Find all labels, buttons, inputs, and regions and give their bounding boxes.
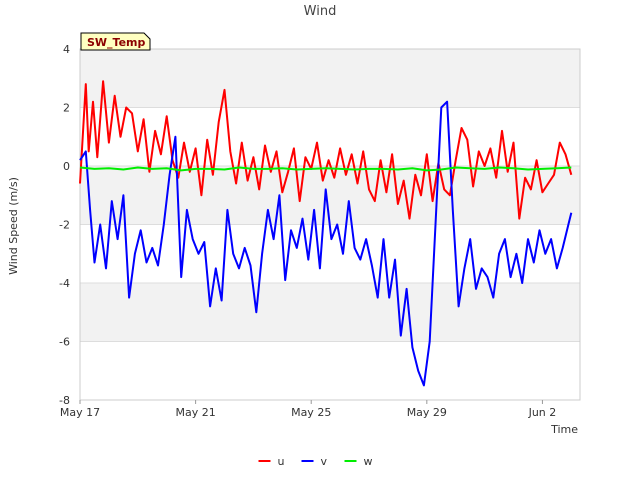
grid-band [80, 166, 580, 225]
series-line-w [79, 166, 572, 172]
x-axis-ticks: May 17 May 21 May 25 May 29 Jun 2 [60, 400, 556, 419]
y-tick-label: 4 [63, 43, 70, 56]
badge-shape [80, 32, 151, 51]
plot-border [79, 48, 581, 401]
y-tick-label: 2 [63, 102, 70, 115]
badge-text: SW_Temp [87, 36, 146, 49]
legend-label-w: w [364, 455, 373, 468]
series-lines [79, 80, 573, 387]
series-line-u [79, 80, 573, 220]
x-tick-label: May 17 [60, 406, 100, 419]
y-tick-label: 0 [63, 160, 70, 173]
x-tick-label: Jun 2 [528, 406, 557, 419]
x-tick-label: May 25 [291, 406, 331, 419]
series-line-v [79, 100, 573, 387]
chart-title: Wind [304, 4, 337, 19]
y-tick-label: -2 [59, 219, 70, 232]
sw-temp-badge: SW_Temp [80, 32, 151, 51]
y-axis-ticks: -8 -6 -4 -2 0 2 4 [59, 43, 70, 407]
grid-band [80, 49, 580, 108]
x-tick-label: May 29 [407, 406, 447, 419]
x-axis-label: Time [550, 423, 578, 436]
y-axis-label: Wind Speed (m/s) [7, 177, 20, 275]
grid-band [80, 283, 580, 342]
y-tick-label: -6 [59, 336, 70, 349]
y-tick-label: -8 [59, 394, 70, 407]
legend: u v w [258, 455, 373, 468]
legend-label-u: u [278, 455, 285, 468]
x-tick-label: May 21 [175, 406, 215, 419]
y-tick-label: -4 [59, 277, 70, 290]
legend-label-v: v [321, 455, 328, 468]
